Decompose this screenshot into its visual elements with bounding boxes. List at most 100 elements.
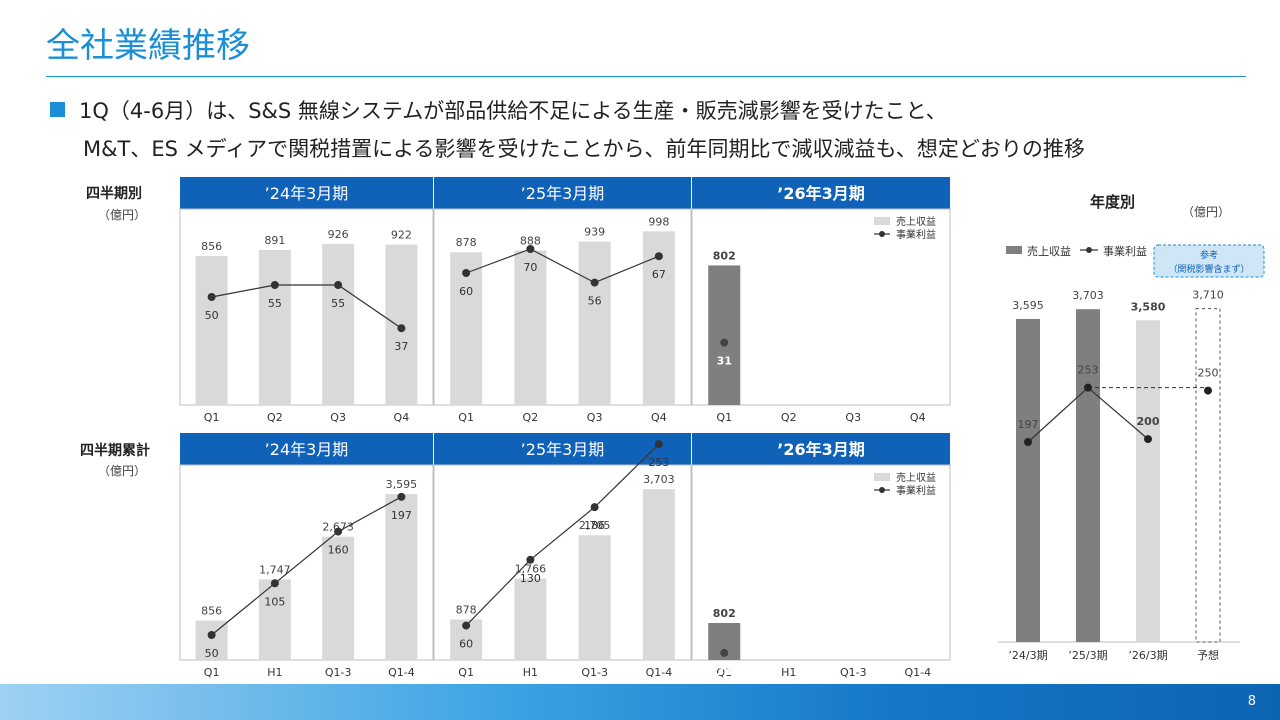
profit-point bbox=[334, 281, 343, 289]
profit-value-label: 31 bbox=[717, 665, 732, 678]
sales-bar bbox=[322, 536, 355, 660]
sales-value-label: 878 bbox=[456, 603, 477, 616]
annual-profit-value-label: 253 bbox=[1078, 364, 1099, 377]
annual-legend-profit-marker bbox=[1086, 247, 1092, 253]
x-tick-label: Q3 bbox=[587, 411, 603, 424]
annual-legend-sales-swatch bbox=[1006, 246, 1022, 254]
sales-value-label: 878 bbox=[456, 236, 477, 249]
profit-point bbox=[270, 579, 279, 588]
profit-value-label: 105 bbox=[264, 595, 285, 608]
x-tick-label: Q1-3 bbox=[325, 666, 352, 679]
annual-profit-point bbox=[1204, 386, 1212, 395]
quarterly-section-label: 四半期別 bbox=[86, 186, 142, 202]
x-tick-label: Q4 bbox=[910, 411, 926, 424]
x-tick-label: Q1-3 bbox=[840, 666, 867, 679]
x-tick-label: Q2 bbox=[781, 411, 797, 424]
panel-header-bg bbox=[180, 177, 433, 209]
x-tick-label: Q4 bbox=[394, 411, 410, 424]
x-tick-label: Q2 bbox=[523, 411, 539, 424]
sales-bar bbox=[642, 489, 675, 660]
annual-unit: （億円） bbox=[1182, 205, 1231, 219]
panel-header-title: ’24年3月期 bbox=[265, 440, 349, 459]
sales-value-label: 998 bbox=[648, 215, 669, 228]
annual-section-label: 年度別 bbox=[1090, 193, 1136, 211]
summary-bullet: 1Q（4-6月）は、S&S 無線システムが部品供給不足による生産・販売減影響を受… bbox=[50, 92, 1260, 168]
panel-header-title: ’25年3月期 bbox=[521, 184, 605, 203]
profit-value-label: 70 bbox=[523, 261, 537, 274]
summary-line-1: 1Q（4-6月）は、S&S 無線システムが部品供給不足による生産・販売減影響を受… bbox=[79, 99, 947, 123]
profit-point bbox=[720, 338, 729, 347]
legend-profit-marker bbox=[879, 231, 885, 237]
profit-point bbox=[590, 503, 599, 512]
profit-value-label: 50 bbox=[205, 309, 219, 322]
annual-profit-point bbox=[1024, 438, 1032, 446]
profit-value-label: 37 bbox=[394, 340, 408, 353]
reference-note-line-2: （関税影響含まず） bbox=[1168, 263, 1249, 275]
profit-value-label: 60 bbox=[459, 285, 473, 298]
annual-sales-value-label: 3,703 bbox=[1072, 289, 1104, 302]
profit-value-label: 197 bbox=[391, 509, 412, 522]
panel-header-title: ’25年3月期 bbox=[521, 440, 605, 459]
profit-value-label: 55 bbox=[268, 297, 282, 310]
profit-value-label: 160 bbox=[328, 544, 349, 557]
panel-frame bbox=[691, 208, 951, 406]
profit-value-label: 55 bbox=[331, 297, 345, 310]
annual-profit-point bbox=[1084, 383, 1092, 392]
annual-profit-value-label: 250 bbox=[1198, 367, 1219, 380]
x-tick-label: Q4 bbox=[651, 411, 667, 424]
sales-bar bbox=[322, 243, 355, 405]
reference-note-box bbox=[1153, 244, 1265, 278]
panel-frame bbox=[179, 208, 434, 406]
panel-header-title: ’26年3月期 bbox=[777, 184, 864, 203]
annual-legend-sales-label: 売上収益 bbox=[1027, 244, 1071, 258]
page-number: 8 bbox=[1247, 694, 1256, 709]
profit-point bbox=[654, 252, 663, 261]
sales-value-label: 802 bbox=[713, 249, 736, 262]
profit-point bbox=[462, 269, 471, 277]
legend-sales-swatch bbox=[874, 473, 890, 481]
panel-header-bg bbox=[434, 177, 691, 209]
x-tick-label: H1 bbox=[781, 666, 796, 679]
summary-line-2: M&T、ES メディアで関税措置による影響を受けたことから、前年同期比で減収減益… bbox=[83, 137, 1085, 161]
sales-bar bbox=[195, 256, 228, 405]
x-tick-label: Q1 bbox=[716, 411, 732, 424]
profit-point bbox=[720, 648, 729, 657]
annual-x-tick-label: 予想 bbox=[1197, 648, 1219, 662]
panel-header-bg bbox=[692, 177, 950, 209]
x-tick-label: Q3 bbox=[845, 411, 861, 424]
legend-profit-label: 事業利益 bbox=[896, 484, 936, 497]
sales-bar bbox=[450, 252, 483, 405]
footer-band bbox=[0, 684, 1280, 720]
sales-value-label: 856 bbox=[201, 605, 222, 618]
annual-sales-value-label: 3,595 bbox=[1012, 299, 1044, 312]
panel-header-bg bbox=[692, 433, 950, 465]
sales-bar bbox=[258, 579, 291, 660]
title-divider bbox=[46, 76, 1246, 77]
sales-value-label: 2,705 bbox=[579, 519, 611, 532]
profit-line bbox=[211, 496, 402, 636]
profit-value-label: 31 bbox=[717, 355, 732, 368]
sales-value-label: 891 bbox=[264, 234, 285, 247]
x-tick-label: Q1-4 bbox=[388, 666, 415, 679]
quarterly-unit: （億円） bbox=[98, 208, 147, 222]
x-tick-label: Q1-3 bbox=[581, 666, 608, 679]
legend-sales-label: 売上収益 bbox=[896, 471, 936, 484]
profit-point bbox=[207, 631, 216, 639]
x-tick-label: Q1 bbox=[204, 666, 220, 679]
sales-value-label: 2,673 bbox=[322, 521, 354, 534]
profit-point bbox=[526, 245, 535, 253]
x-tick-label: H1 bbox=[523, 666, 538, 679]
x-tick-label: Q1 bbox=[716, 666, 732, 679]
sales-bar bbox=[385, 494, 418, 660]
reference-note-line-1: 参考 bbox=[1200, 249, 1218, 261]
cumulative-section-label: 四半期累計 bbox=[80, 443, 150, 459]
sales-value-label: 888 bbox=[520, 234, 541, 247]
sales-bar bbox=[195, 620, 228, 660]
x-tick-label: Q1 bbox=[204, 411, 220, 424]
legend-sales-swatch bbox=[874, 217, 890, 225]
bullet-square-icon bbox=[50, 102, 65, 117]
x-tick-label: Q1-4 bbox=[646, 666, 673, 679]
sales-bar bbox=[514, 250, 547, 405]
panel-frame bbox=[691, 464, 951, 661]
